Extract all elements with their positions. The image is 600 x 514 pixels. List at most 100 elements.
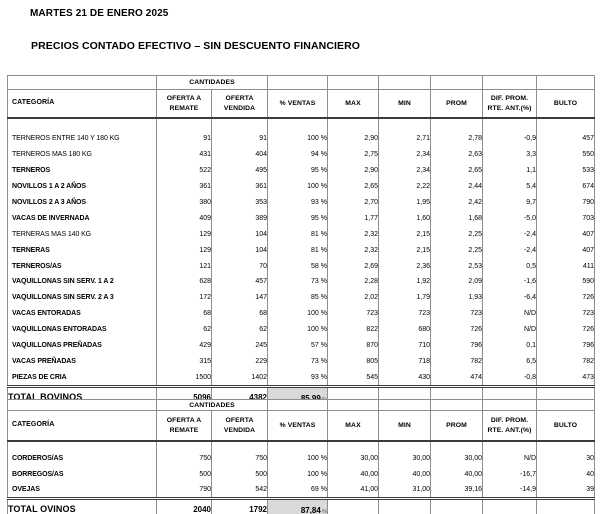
header-bulto: BULTO <box>536 410 595 442</box>
header-oferta-vendida: OFERTA VENDIDA <box>211 410 268 442</box>
value-cell: N/D <box>482 305 537 322</box>
value-cell: 3,3 <box>482 146 537 163</box>
table-row: VACAS ENTORADAS 68 68 100 % 723 723 723 N/D 723 <box>7 305 595 322</box>
value-cell: 2,44 <box>430 178 483 195</box>
value-cell: 500 <box>211 466 268 482</box>
category-cell: TERNEROS ENTRE 140 Y 180 KG <box>7 131 157 147</box>
category-cell: VAQUILLONAS ENTORADAS <box>7 321 157 338</box>
table-row: TERNERAS 129 104 81 % 2,32 2,15 2,25 -2,4 407 <box>7 242 595 259</box>
empty-cell <box>482 75 537 90</box>
total-label: TOTAL OVINOS <box>7 497 157 514</box>
empty-cell <box>327 497 379 514</box>
empty-cell <box>378 497 431 514</box>
value-cell: 58 % <box>267 258 328 275</box>
value-cell: 85 % <box>267 289 328 306</box>
value-cell: 91 <box>156 131 212 147</box>
header-oferta-vendida: OFERTA VENDIDA <box>211 89 268 119</box>
value-cell: 1402 <box>211 369 268 387</box>
value-cell: 674 <box>536 178 595 195</box>
cantidades-band: CANTIDADES <box>7 75 595 90</box>
value-cell: 2,09 <box>430 274 483 290</box>
value-cell: 93 % <box>267 369 328 387</box>
category-cell: TERNEROS <box>7 162 157 179</box>
value-cell: 718 <box>378 353 431 370</box>
value-cell: 245 <box>211 337 268 354</box>
empty-cell <box>267 399 328 411</box>
value-cell: 545 <box>327 369 379 387</box>
empty-cell <box>482 399 537 411</box>
table-row: OVEJAS 790 542 69 % 41,00 31,00 39,16 -14,9 39 <box>7 481 595 499</box>
category-cell: CORDEROS/AS <box>7 451 157 467</box>
category-cell: NOVILLOS 2 A 3 AÑOS <box>7 194 157 211</box>
value-cell: 822 <box>327 321 379 338</box>
value-cell: 6,5 <box>482 353 537 370</box>
value-cell: 70 <box>211 258 268 275</box>
spacer-row <box>7 441 595 451</box>
value-cell: 2,25 <box>430 226 483 243</box>
value-cell: 723 <box>430 305 483 322</box>
category-cell: TERNEROS MAS 180 KG <box>7 146 157 163</box>
category-cell: OVEJAS <box>7 481 157 499</box>
value-cell: 500 <box>156 466 212 482</box>
table-row: PIEZAS DE CRIA 1500 1402 93 % 545 430 474 -0,8 4… <box>7 369 595 387</box>
empty-cell <box>156 441 212 451</box>
value-cell: 95 % <box>267 162 328 179</box>
value-cell: 726 <box>536 289 595 306</box>
value-cell: 710 <box>378 337 431 354</box>
value-cell: 726 <box>430 321 483 338</box>
value-cell: 2,36 <box>378 258 431 275</box>
value-cell: -16,7 <box>482 466 537 482</box>
value-cell: 870 <box>327 337 379 354</box>
value-cell: 407 <box>536 226 595 243</box>
value-cell: 590 <box>536 274 595 290</box>
value-cell: 0,1 <box>482 337 537 354</box>
value-cell: 129 <box>156 242 212 259</box>
value-cell: 93 % <box>267 194 328 211</box>
value-cell: 1,93 <box>430 289 483 306</box>
table-row: NOVILLOS 2 A 3 AÑOS 380 353 93 % 2,70 1,95 2,4… <box>7 194 595 211</box>
value-cell: 100 % <box>267 321 328 338</box>
value-cell: 457 <box>536 131 595 147</box>
header-dif-prom: DIF. PROM. RTE. ANT.(%) <box>482 89 537 119</box>
value-cell: 68 <box>156 305 212 322</box>
value-cell: 380 <box>156 194 212 211</box>
report-title: PRECIOS CONTADO EFECTIVO – SIN DESCUENTO… <box>31 40 361 52</box>
value-cell: N/D <box>482 321 537 338</box>
value-cell: 2,65 <box>430 162 483 179</box>
value-cell: 2,70 <box>327 194 379 211</box>
total-ventas-pct: 87,84% <box>267 497 328 514</box>
table-row: TERNERAS MAS 140 KG 129 104 81 % 2,32 2,15 2,2… <box>7 226 595 243</box>
value-cell: 69 % <box>267 481 328 499</box>
value-cell: 172 <box>156 289 212 306</box>
empty-cell <box>482 497 537 514</box>
header-min: MIN <box>378 410 431 442</box>
empty-cell <box>482 118 537 131</box>
value-cell: 389 <box>211 210 268 227</box>
value-cell: 796 <box>430 337 483 354</box>
empty-cell <box>327 118 379 131</box>
value-cell: 628 <box>156 274 212 290</box>
value-cell: 2,78 <box>430 131 483 147</box>
value-cell: 2,15 <box>378 242 431 259</box>
empty-cell <box>536 497 595 514</box>
value-cell: 2,28 <box>327 274 379 290</box>
value-cell: -2,4 <box>482 226 537 243</box>
empty-cell <box>430 399 483 411</box>
empty-cell <box>430 497 483 514</box>
empty-cell <box>482 441 537 451</box>
empty-cell <box>327 441 379 451</box>
value-cell: 0,5 <box>482 258 537 275</box>
value-cell: 750 <box>156 451 212 467</box>
empty-cell <box>430 441 483 451</box>
table-row: VAQUILLONAS SIN SERV. 1 A 2 628 457 73 % 2,2… <box>7 274 595 290</box>
value-cell: 2,90 <box>327 131 379 147</box>
empty-cell <box>267 441 328 451</box>
value-cell: 41,00 <box>327 481 379 499</box>
value-cell: N/D <box>482 451 537 467</box>
empty-cell <box>211 118 268 131</box>
value-cell: 68 <box>211 305 268 322</box>
empty-cell <box>378 118 431 131</box>
header-max: MAX <box>327 410 379 442</box>
value-cell: 100 % <box>267 178 328 195</box>
